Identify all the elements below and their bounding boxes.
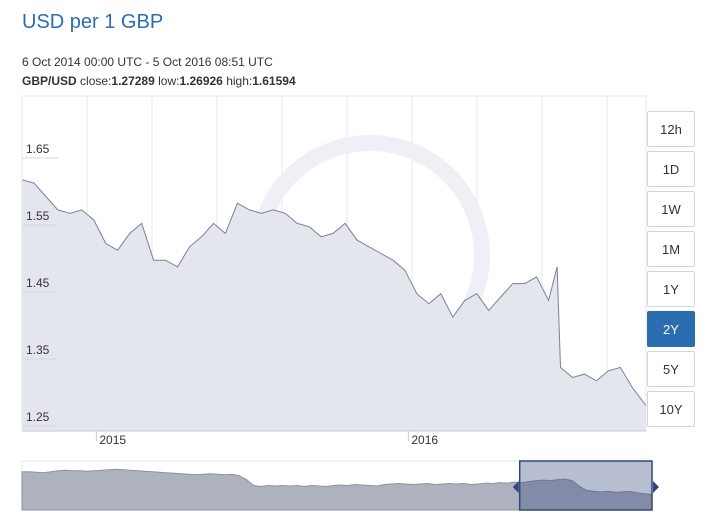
high-value: 1.61594 — [252, 74, 296, 88]
close-label: close: — [80, 74, 112, 88]
x-tick-label: 2016 — [411, 433, 438, 447]
y-tick-label: 1.45 — [26, 276, 50, 290]
page-title: USD per 1 GBP — [22, 11, 164, 33]
range-button-1m[interactable]: 1M — [647, 231, 695, 267]
navigator-right-handle — [653, 481, 659, 493]
navigator-left-handle — [512, 481, 519, 493]
date-range-text: 6 Oct 2014 00:00 UTC - 5 Oct 2016 08:51 … — [22, 55, 273, 69]
y-tick-label: 1.65 — [26, 142, 50, 156]
range-button-12h[interactable]: 12h — [647, 111, 695, 147]
high-label: high: — [226, 74, 253, 88]
y-tick-label: 1.35 — [26, 343, 50, 357]
range-button-2y[interactable]: 2Y — [647, 311, 695, 347]
rate-area — [22, 179, 646, 431]
range-button-1y[interactable]: 1Y — [647, 271, 695, 307]
x-tick-label: 2015 — [99, 433, 126, 447]
range-button-1w[interactable]: 1W — [647, 191, 695, 227]
y-axis-ticks: 1.65 1.55 1.45 1.35 1.25 — [22, 142, 58, 427]
close-value: 1.27289 — [111, 74, 155, 88]
range-button-5y[interactable]: 5Y — [647, 351, 695, 387]
range-button-1d[interactable]: 1D — [647, 151, 695, 187]
x-axis-ticks: 2015 2016 — [95, 431, 438, 447]
navigator-selection — [518, 460, 653, 511]
low-label: low: — [158, 74, 180, 88]
y-tick-label: 1.55 — [26, 209, 50, 223]
rate-stats: GBP/USD close:1.27289 low:1.26926 high:1… — [22, 74, 296, 88]
y-tick-label: 1.25 — [26, 410, 50, 424]
range-button-10y[interactable]: 10Y — [647, 391, 695, 427]
low-value: 1.26926 — [179, 74, 223, 88]
range-navigator[interactable] — [21, 460, 659, 511]
rate-line — [21, 179, 647, 406]
currency-pair: GBP/USD — [22, 74, 77, 88]
navigator-area — [21, 468, 653, 511]
